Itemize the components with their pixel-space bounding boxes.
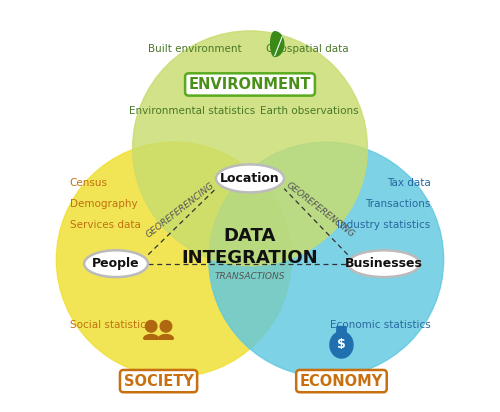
- Text: GEOREFERENCING: GEOREFERENCING: [144, 181, 216, 239]
- Text: Economic statistics: Economic statistics: [330, 321, 430, 330]
- Text: People: People: [92, 257, 140, 270]
- Text: Industry statistics: Industry statistics: [337, 220, 430, 229]
- Text: ECONOMY: ECONOMY: [300, 374, 383, 389]
- Text: Businesses: Businesses: [345, 257, 423, 270]
- Text: SOCIETY: SOCIETY: [124, 374, 194, 389]
- Text: Location: Location: [220, 172, 280, 185]
- Text: TRANSACTIONS: TRANSACTIONS: [215, 272, 285, 281]
- Ellipse shape: [348, 250, 420, 277]
- Text: GEOREFERENCING: GEOREFERENCING: [284, 181, 356, 239]
- Text: Earth observations: Earth observations: [260, 106, 359, 116]
- Text: Built environment: Built environment: [148, 44, 241, 54]
- Text: Tax data: Tax data: [386, 178, 430, 188]
- Ellipse shape: [84, 250, 148, 277]
- Text: Environmental statistics: Environmental statistics: [129, 106, 256, 116]
- Circle shape: [146, 321, 157, 332]
- Circle shape: [209, 142, 444, 377]
- Text: Geospatial data: Geospatial data: [266, 44, 349, 54]
- FancyBboxPatch shape: [336, 326, 347, 334]
- Text: ENVIRONMENT: ENVIRONMENT: [189, 77, 311, 92]
- Ellipse shape: [216, 164, 284, 192]
- Text: Transactions: Transactions: [365, 199, 430, 209]
- Polygon shape: [158, 335, 174, 339]
- Text: Demography: Demography: [70, 199, 137, 209]
- Circle shape: [132, 31, 368, 266]
- Polygon shape: [270, 32, 284, 56]
- Circle shape: [160, 321, 172, 332]
- Text: DATA
INTEGRATION: DATA INTEGRATION: [182, 227, 318, 267]
- Circle shape: [56, 142, 291, 377]
- Text: Census: Census: [70, 178, 108, 188]
- Text: $: $: [337, 338, 346, 351]
- Polygon shape: [144, 335, 158, 339]
- Text: Social statistics: Social statistics: [70, 321, 151, 330]
- Text: Services data: Services data: [70, 220, 140, 229]
- Polygon shape: [330, 332, 353, 358]
